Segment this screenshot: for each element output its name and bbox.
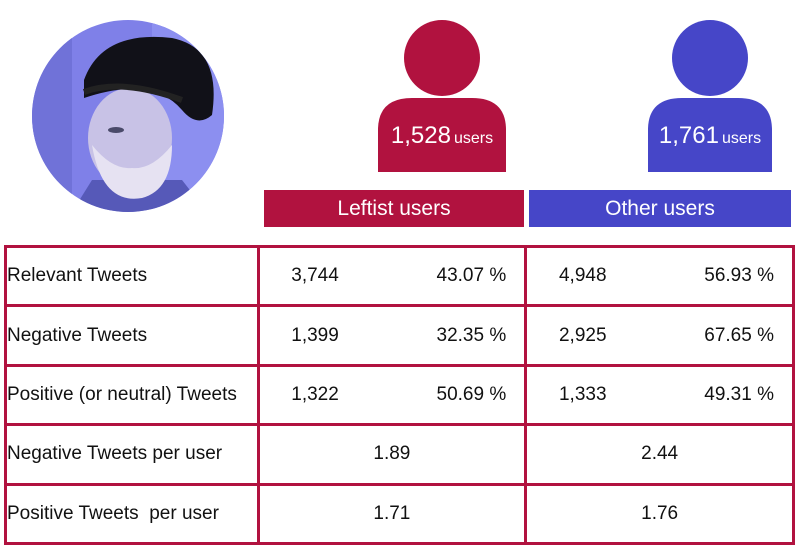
- leftist-count: 3,744: [291, 265, 339, 287]
- leftist-count: 1,322: [291, 383, 339, 405]
- other-cell: 1,333 49.31 %: [524, 363, 795, 427]
- table-row: Negative Tweets per user 1.89 2.44: [4, 423, 795, 486]
- row-label: Positive Tweets per user: [4, 482, 260, 546]
- other-count: 2,925: [558, 324, 607, 346]
- table-row: Positive (or neutral) Tweets 1,322 50.69 …: [4, 363, 795, 427]
- tweet-stats-table: Relevant Tweets 3,744 43.07 % 4,948 56.93 …: [4, 244, 795, 546]
- leftist-count: 1,399: [291, 324, 339, 346]
- other-percent: 67.65 %: [704, 324, 774, 346]
- other-count: 1,333: [558, 383, 607, 405]
- leftist-users-header: Leftist users: [264, 190, 524, 227]
- leftist-cell: 1,399 32.35 %: [256, 304, 528, 367]
- other-cell: 4,948 56.93 %: [524, 244, 795, 308]
- leftist-users-icon: 1,528 users: [378, 20, 506, 172]
- other-per-user-value: 1.76: [524, 482, 795, 546]
- leftist-user-count: 1,528 users: [378, 122, 506, 150]
- table-row: Positive Tweets per user 1.71 1.76: [4, 482, 795, 546]
- leftist-percent: 43.07 %: [436, 265, 507, 287]
- other-user-count: 1,761 users: [648, 122, 772, 150]
- other-percent: 56.93 %: [704, 265, 774, 287]
- row-label: Relevant Tweets: [4, 244, 260, 308]
- leftist-per-user-value: 1.89: [256, 423, 528, 486]
- leftist-percent: 50.69 %: [436, 383, 507, 405]
- table-row: Relevant Tweets 3,744 43.07 % 4,948 56.93 …: [4, 244, 795, 308]
- leftist-per-user-value: 1.71: [256, 482, 528, 546]
- other-users-icon: 1,761 users: [648, 20, 772, 172]
- leftist-count-unit: users: [453, 130, 494, 147]
- portrait-photo: [32, 20, 224, 212]
- leftist-cell: 3,744 43.07 %: [256, 244, 528, 308]
- row-label: Negative Tweets per user: [4, 423, 260, 486]
- leftist-cell: 1,322 50.69 %: [256, 363, 528, 427]
- leftist-count-value: 1,528: [390, 122, 451, 149]
- other-percent: 49.31 %: [704, 383, 774, 405]
- table-row: Negative Tweets 1,399 32.35 % 2,925 67.65 …: [4, 304, 795, 367]
- other-cell: 2,925 67.65 %: [524, 304, 795, 367]
- other-per-user-value: 2.44: [524, 423, 795, 486]
- other-count-value: 1,761: [658, 122, 719, 149]
- row-label: Negative Tweets: [4, 304, 260, 367]
- other-users-header: Other users: [529, 190, 791, 227]
- leftist-percent: 32.35 %: [436, 324, 507, 346]
- other-count: 4,948: [558, 265, 607, 287]
- row-label: Positive (or neutral) Tweets: [4, 363, 260, 427]
- other-count-unit: users: [721, 130, 762, 147]
